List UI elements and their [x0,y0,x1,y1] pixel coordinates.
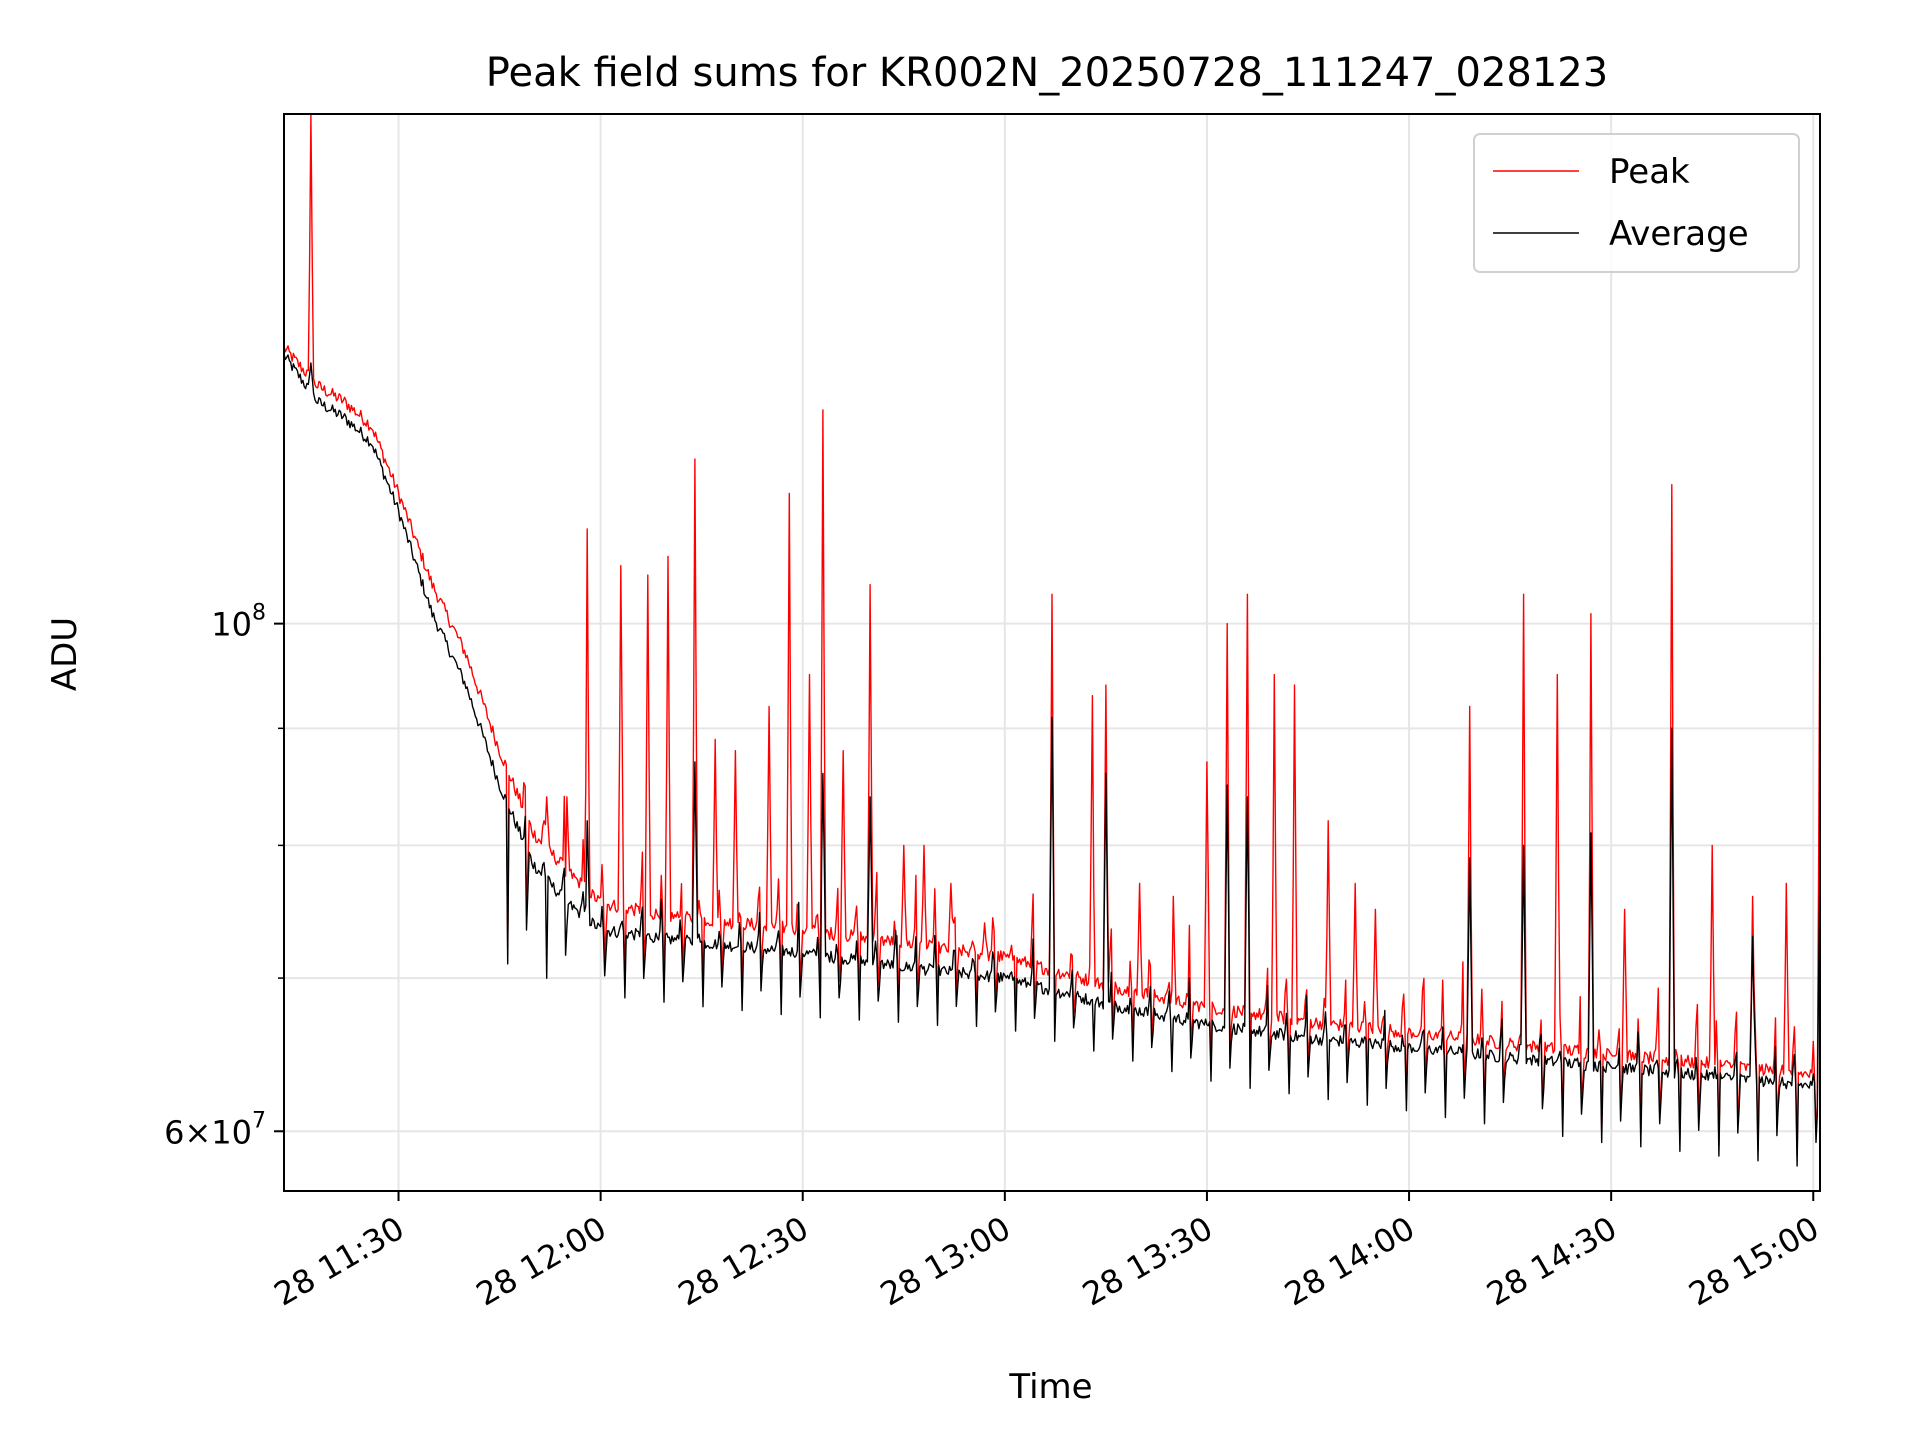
x-axis-label: Time [1008,1367,1092,1407]
y-axis-label: ADU [45,617,85,691]
chart-title: Peak field sums for KR002N_20250728_1112… [486,50,1608,96]
y-tick-label: 108 [211,601,266,644]
y-tick-exponent: 8 [252,601,266,626]
series-line-peak [284,114,1820,1157]
legend-box [1473,133,1800,273]
y-axis: 108 6×107 [164,601,284,1151]
series-line-average [284,353,1820,1167]
grid-lines [284,114,1820,1191]
legend: Peak Average [1473,133,1800,273]
legend-label-peak: Peak [1609,152,1690,192]
y-tick-exponent: 7 [252,1108,266,1133]
y-tick-label: 6×107 [164,1108,266,1151]
legend-label-average: Average [1609,214,1749,254]
plot-area [284,114,1820,1167]
plot-frame [283,113,1821,1192]
